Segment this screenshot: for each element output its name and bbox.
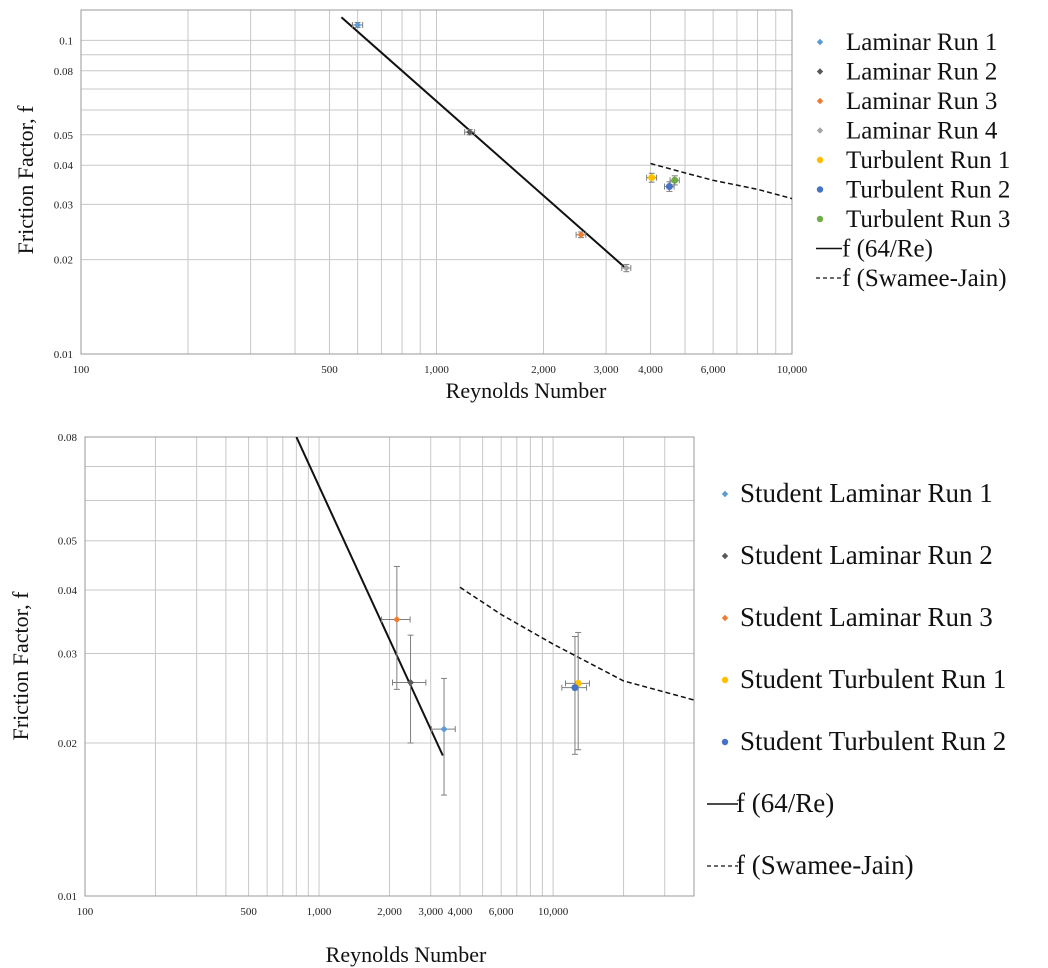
legend-marker bbox=[816, 127, 824, 134]
data-point bbox=[665, 183, 673, 191]
legend-marker bbox=[816, 97, 824, 105]
data-point bbox=[407, 679, 415, 687]
x-tick-label: 100 bbox=[77, 906, 94, 918]
y-tick-label: 0.01 bbox=[58, 891, 77, 903]
x-tick-label: 3,000 bbox=[594, 364, 619, 376]
y-tick-label: 0.04 bbox=[58, 585, 78, 597]
legend-marker bbox=[721, 614, 729, 622]
y-tick-label: 0.04 bbox=[54, 160, 74, 172]
data-point bbox=[440, 725, 448, 733]
gridlines bbox=[84, 436, 695, 897]
swamee-jain-line bbox=[650, 162, 792, 200]
legend-marker bbox=[721, 490, 729, 498]
data-point bbox=[354, 21, 362, 29]
legend-label: Student Turbulent Run 1 bbox=[740, 664, 1006, 694]
legend-label: Student Laminar Run 3 bbox=[740, 602, 993, 632]
x-tick-label: 500 bbox=[240, 906, 257, 918]
x-axis-title: Reynolds Number bbox=[326, 942, 487, 967]
y-axis-title: Friction Factor, f bbox=[8, 591, 33, 740]
legend-marker bbox=[721, 676, 729, 684]
y-tick-label: 0.1 bbox=[59, 35, 73, 47]
data-point bbox=[648, 174, 656, 182]
y-tick-label: 0.08 bbox=[58, 432, 78, 444]
data-point bbox=[466, 128, 474, 136]
y-tick-label: 0.03 bbox=[58, 649, 78, 661]
y-tick-label: 0.01 bbox=[54, 349, 73, 361]
legend-label: Turbulent Run 3 bbox=[846, 206, 1010, 233]
legend-label: Student Laminar Run 2 bbox=[740, 540, 993, 570]
swamee-jain-line bbox=[459, 586, 694, 701]
y-tick-label: 0.05 bbox=[58, 536, 78, 548]
legend-label: Turbulent Run 2 bbox=[846, 177, 1010, 204]
x-tick-label: 2,000 bbox=[531, 364, 556, 376]
y-tick-label: 0.02 bbox=[58, 738, 77, 750]
legend-label: Laminar Run 4 bbox=[846, 118, 998, 145]
data-point bbox=[622, 264, 630, 272]
x-tick-label: 3,000 bbox=[418, 906, 443, 918]
legend-label: f (64/Re) bbox=[736, 788, 834, 818]
legend-marker bbox=[816, 186, 824, 193]
y-tick-label: 0.03 bbox=[54, 199, 74, 211]
x-tick-label: 2,000 bbox=[377, 906, 402, 918]
legend-marker bbox=[816, 215, 824, 223]
x-tick-label: 6,000 bbox=[489, 906, 514, 918]
legend-marker bbox=[816, 68, 824, 75]
laminar-theory-line bbox=[295, 437, 444, 756]
x-tick-label: 100 bbox=[73, 364, 90, 376]
y-tick-label: 0.02 bbox=[54, 255, 73, 267]
data-point bbox=[393, 615, 401, 623]
legend: Student Laminar Run 1 Student Laminar Run… bbox=[707, 478, 1006, 880]
x-tick-label: 10,000 bbox=[777, 364, 808, 376]
legend-label: f (64/Re) bbox=[842, 236, 933, 263]
laminar-theory-line bbox=[340, 16, 627, 270]
plot-area bbox=[84, 436, 695, 897]
legend-marker bbox=[721, 738, 729, 746]
x-tick-label: 10,000 bbox=[538, 906, 569, 918]
x-axis-title: Reynolds Number bbox=[446, 378, 607, 403]
legend-label: Student Turbulent Run 2 bbox=[740, 726, 1006, 756]
gridlines bbox=[80, 10, 793, 355]
chart-1: 100 500 1,000 2,000 3,000 4,000 6,000 10,000 0.0… bbox=[13, 9, 1010, 403]
x-tick-label: 1,000 bbox=[307, 906, 332, 918]
legend-marker bbox=[816, 38, 824, 46]
y-axis-title: Friction Factor, f bbox=[13, 105, 38, 254]
x-tick-label: 4,000 bbox=[638, 364, 663, 376]
y-tick-label: 0.08 bbox=[54, 66, 74, 78]
legend-label: Student Laminar Run 1 bbox=[740, 478, 993, 508]
legend-label: Laminar Run 1 bbox=[846, 29, 997, 56]
x-tick-label: 6,000 bbox=[701, 364, 726, 376]
x-tick-label: 1,000 bbox=[424, 364, 449, 376]
legend-label: Laminar Run 3 bbox=[846, 88, 997, 115]
data-point bbox=[671, 176, 679, 184]
legend-label: f (Swamee-Jain) bbox=[842, 265, 1007, 292]
x-tick-label: 500 bbox=[321, 364, 338, 376]
x-tick-label: 4,000 bbox=[448, 906, 473, 918]
legend-label: Laminar Run 2 bbox=[846, 59, 997, 86]
legend-label: Turbulent Run 1 bbox=[846, 147, 1010, 174]
legend-marker bbox=[721, 552, 729, 560]
plot-area bbox=[80, 9, 793, 355]
data-point bbox=[571, 684, 579, 692]
legend-label: f (Swamee-Jain) bbox=[736, 850, 914, 880]
data-point bbox=[577, 231, 585, 239]
legend-marker bbox=[816, 156, 824, 164]
y-tick-label: 0.05 bbox=[54, 130, 74, 142]
chart-2: 100 500 1,000 2,000 3,000 4,000 6,000 10,000 0.0… bbox=[8, 432, 1006, 967]
